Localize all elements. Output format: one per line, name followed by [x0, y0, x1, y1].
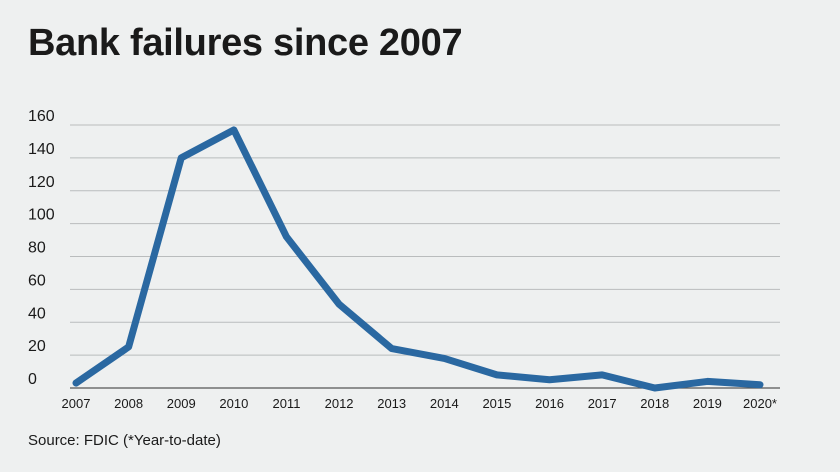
x-tick-label: 2015	[482, 396, 511, 411]
y-axis-ticks: 0 20 40 60 80 100 120 140 160	[28, 108, 55, 388]
y-tick-label: 140	[28, 141, 55, 158]
series	[72, 126, 764, 392]
x-axis-ticks: 2007 2008 2009 2010 2011 2012 2013 2014 2015 2016…	[62, 396, 777, 411]
series-line-bank-failures	[72, 126, 764, 392]
x-tick-label: 2007	[62, 396, 91, 411]
x-tick-label: 2010	[219, 396, 248, 411]
x-tick-label: 2008	[114, 396, 143, 411]
chart-title: Bank failures since 2007	[28, 22, 463, 64]
y-tick-label: 60	[28, 272, 46, 289]
y-tick-label: 40	[28, 305, 46, 322]
x-tick-label: 2013	[377, 396, 406, 411]
y-tick-label: 80	[28, 240, 46, 257]
x-tick-label: 2012	[325, 396, 354, 411]
y-tick-label: 0	[28, 371, 37, 388]
x-tick-label: 2016	[535, 396, 564, 411]
y-tick-label: 100	[28, 207, 55, 224]
x-tick-label: 2014	[430, 396, 459, 411]
x-tick-label: 2018	[640, 396, 669, 411]
x-tick-label: 2017	[588, 396, 617, 411]
x-tick-label: 2019	[693, 396, 722, 411]
x-tick-label: 2011	[272, 396, 300, 411]
y-tick-label: 20	[28, 338, 46, 355]
x-tick-label: 2020*	[743, 396, 777, 411]
y-tick-label: 120	[28, 174, 55, 191]
source-note: Source: FDIC (*Year-to-date)	[28, 432, 221, 449]
x-tick-label: 2009	[167, 396, 196, 411]
y-tick-label: 160	[28, 108, 55, 125]
